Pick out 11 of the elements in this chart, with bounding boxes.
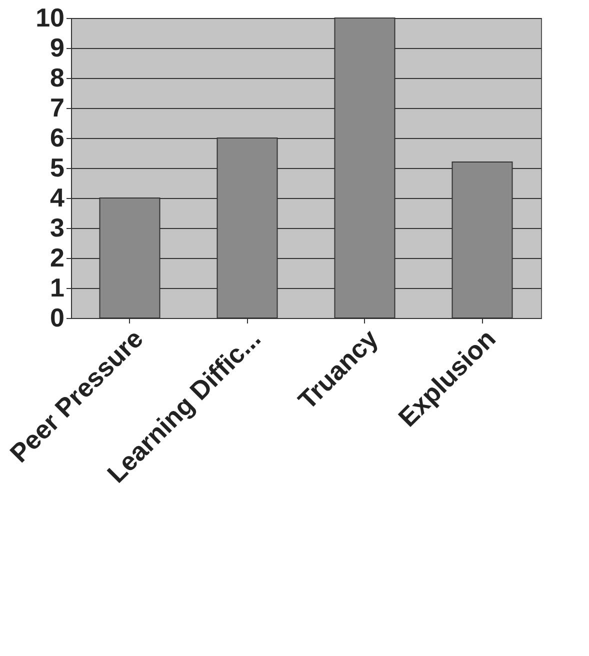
y-tick-label: 8 bbox=[50, 62, 64, 92]
y-tick-label: 3 bbox=[50, 212, 64, 242]
y-tick-label: 2 bbox=[50, 242, 64, 272]
y-tick-label: 9 bbox=[50, 32, 64, 62]
y-tick-label: 0 bbox=[50, 302, 64, 332]
y-tick-label: 5 bbox=[50, 152, 64, 182]
y-tick-label: 10 bbox=[36, 2, 64, 32]
y-tick-label: 7 bbox=[50, 92, 64, 122]
y-tick-label: 1 bbox=[50, 272, 64, 302]
y-tick-label: 6 bbox=[50, 122, 64, 152]
y-tick-label: 4 bbox=[50, 182, 66, 212]
